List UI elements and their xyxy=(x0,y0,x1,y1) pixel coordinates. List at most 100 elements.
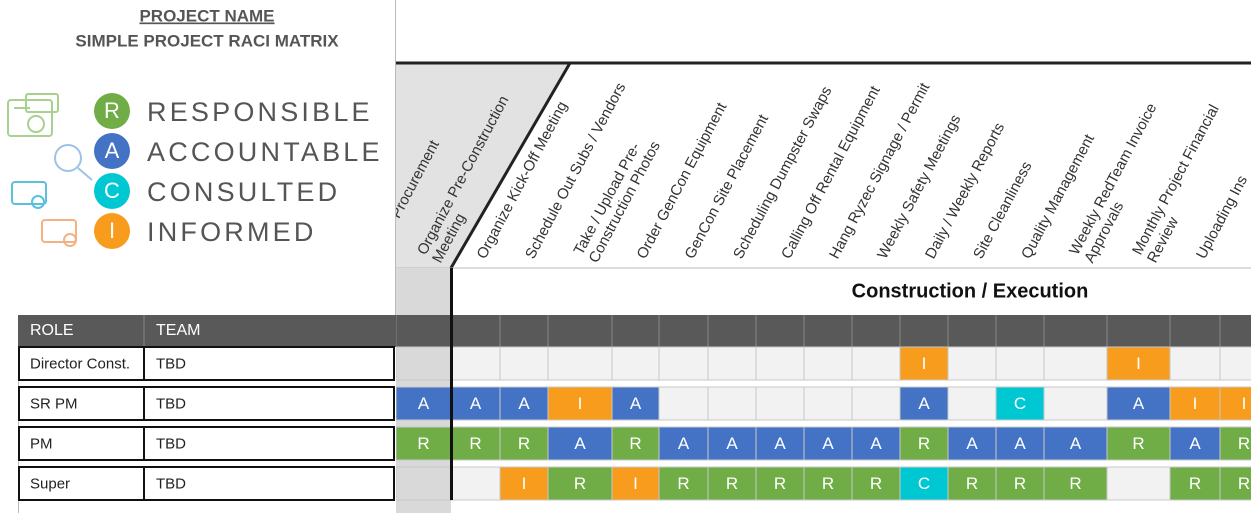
raci-cell xyxy=(899,466,949,501)
raci-letter: C xyxy=(1014,394,1026,413)
raci-cell xyxy=(547,386,613,421)
raci-cell xyxy=(851,386,901,421)
header-row xyxy=(18,315,396,347)
icon xyxy=(41,219,77,247)
raci-cell xyxy=(396,386,452,421)
task-label: Scheduling Dumpster Swaps xyxy=(730,84,835,262)
raci-letter: R xyxy=(726,474,738,493)
task-label: edTeam xyxy=(319,211,359,266)
raci-cell xyxy=(450,466,501,501)
raci-cell xyxy=(947,386,997,421)
role: Super xyxy=(30,475,70,492)
raci-letter: A xyxy=(1189,434,1201,453)
raci-cell xyxy=(755,386,805,421)
raci-cell xyxy=(499,346,549,381)
raci-letter: I xyxy=(1242,394,1247,413)
raci-cell xyxy=(1219,386,1251,421)
icon xyxy=(11,181,47,209)
team-cell xyxy=(143,386,395,421)
role: SR PM xyxy=(30,395,78,412)
raci-cell xyxy=(1106,386,1171,421)
raci-letter: I xyxy=(1136,354,1141,373)
raci-cell xyxy=(1169,466,1221,501)
raci-cell xyxy=(707,346,757,381)
raci-cell xyxy=(947,346,997,381)
raci-cell xyxy=(755,466,805,501)
task-label: Order GenCon Equipment xyxy=(634,99,731,262)
team-cell xyxy=(143,466,395,501)
raci-letter: A xyxy=(870,434,882,453)
raci-letter: R xyxy=(1014,474,1026,493)
legend-letter: A xyxy=(105,138,120,163)
raci-cell xyxy=(611,346,660,381)
raci-cell xyxy=(803,386,853,421)
subtitle: SIMPLE PROJECT RACI MATRIX xyxy=(75,31,339,50)
raci-letter: A xyxy=(774,434,786,453)
raci-letter: R xyxy=(822,474,834,493)
raci-letter: R xyxy=(1238,434,1250,453)
raci-cell xyxy=(803,426,853,461)
legend-badge xyxy=(94,133,130,169)
raci-cell xyxy=(995,466,1045,501)
raci-letter: R xyxy=(677,474,689,493)
raci-letter: R xyxy=(774,474,786,493)
raci-cell xyxy=(396,346,452,381)
raci-cell xyxy=(396,426,452,461)
legend-badge xyxy=(94,213,130,249)
team: TBD xyxy=(156,475,186,492)
header-shade xyxy=(396,63,570,268)
raci-cell xyxy=(995,386,1045,421)
raci-cell xyxy=(995,426,1045,461)
raci-letter: I xyxy=(633,474,638,493)
raci-letter: A xyxy=(822,434,834,453)
role-cell xyxy=(18,426,145,461)
raci-cell xyxy=(803,346,853,381)
raci-cell xyxy=(1106,426,1171,461)
raci-letter: R xyxy=(1189,474,1201,493)
raci-letter: I xyxy=(922,354,927,373)
phase-label: Construction / Execution xyxy=(852,280,1089,302)
column-header: ROLE xyxy=(30,322,74,339)
team: TBD xyxy=(156,395,186,412)
raci-letter: I xyxy=(578,394,583,413)
team-cell xyxy=(143,346,395,381)
raci-letter: R xyxy=(966,474,978,493)
raci-letter: A xyxy=(1014,434,1026,453)
role-cell xyxy=(18,346,145,381)
raci-letter: A xyxy=(918,394,930,413)
raci-cell xyxy=(899,426,949,461)
raci-letter: A xyxy=(574,434,586,453)
raci-cell xyxy=(1043,466,1108,501)
raci-cell xyxy=(1219,346,1251,381)
raci-letter: I xyxy=(1193,394,1198,413)
raci-letter: R xyxy=(1132,434,1144,453)
column-header: TEAM xyxy=(156,322,200,339)
raci-letter: I xyxy=(522,474,527,493)
raci-letter: A xyxy=(630,394,642,413)
header-row xyxy=(396,315,1251,347)
raci-cell xyxy=(547,426,613,461)
raci-cell xyxy=(611,426,660,461)
raci-cell xyxy=(851,466,901,501)
title: PROJECT NAME xyxy=(139,6,274,25)
raci-letter: A xyxy=(966,434,978,453)
raci-cell xyxy=(1219,426,1251,461)
raci-cell xyxy=(611,386,660,421)
team: TBD xyxy=(156,435,186,452)
raci-cell xyxy=(499,466,549,501)
icon xyxy=(54,144,93,181)
raci-cell xyxy=(658,426,709,461)
raci-letter: A xyxy=(726,434,738,453)
raci-cell xyxy=(499,426,549,461)
task-label: Uploading Ins xyxy=(1193,173,1251,262)
task-label: Calling Off Rental Equipment xyxy=(778,82,884,261)
role-cell xyxy=(18,386,145,421)
raci-letter: R xyxy=(629,434,641,453)
role: PM xyxy=(30,435,53,452)
raci-letter: A xyxy=(1070,434,1082,453)
legend-label: RESPONSIBLE xyxy=(147,97,373,127)
raci-cell xyxy=(899,346,949,381)
raci-letter: R xyxy=(469,434,481,453)
raci-cell xyxy=(947,466,997,501)
raci-cell xyxy=(1043,386,1108,421)
